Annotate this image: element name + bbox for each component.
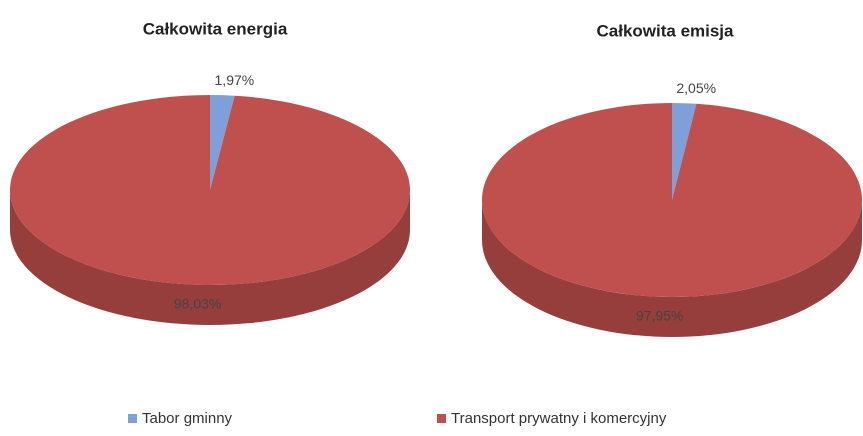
chart-title: Całkowita energia <box>143 19 288 38</box>
pie-slice <box>9 95 410 285</box>
legend-swatch <box>128 414 137 423</box>
value-label: 97,95% <box>636 308 683 324</box>
pie-side <box>482 200 862 337</box>
pie-slice <box>482 103 863 298</box>
value-label: 1,97% <box>215 72 255 88</box>
value-label: 98,03% <box>174 296 221 312</box>
chart-title: Całkowita emisja <box>596 21 734 40</box>
legend-label: Transport prywatny i komercyjny <box>451 410 667 427</box>
pie-side <box>10 190 410 325</box>
legend-label: Tabor gminny <box>142 410 233 427</box>
value-label: 2,05% <box>676 80 716 96</box>
legend-swatch <box>437 414 446 423</box>
pie-slice <box>210 95 235 190</box>
pie-slice <box>672 103 697 200</box>
